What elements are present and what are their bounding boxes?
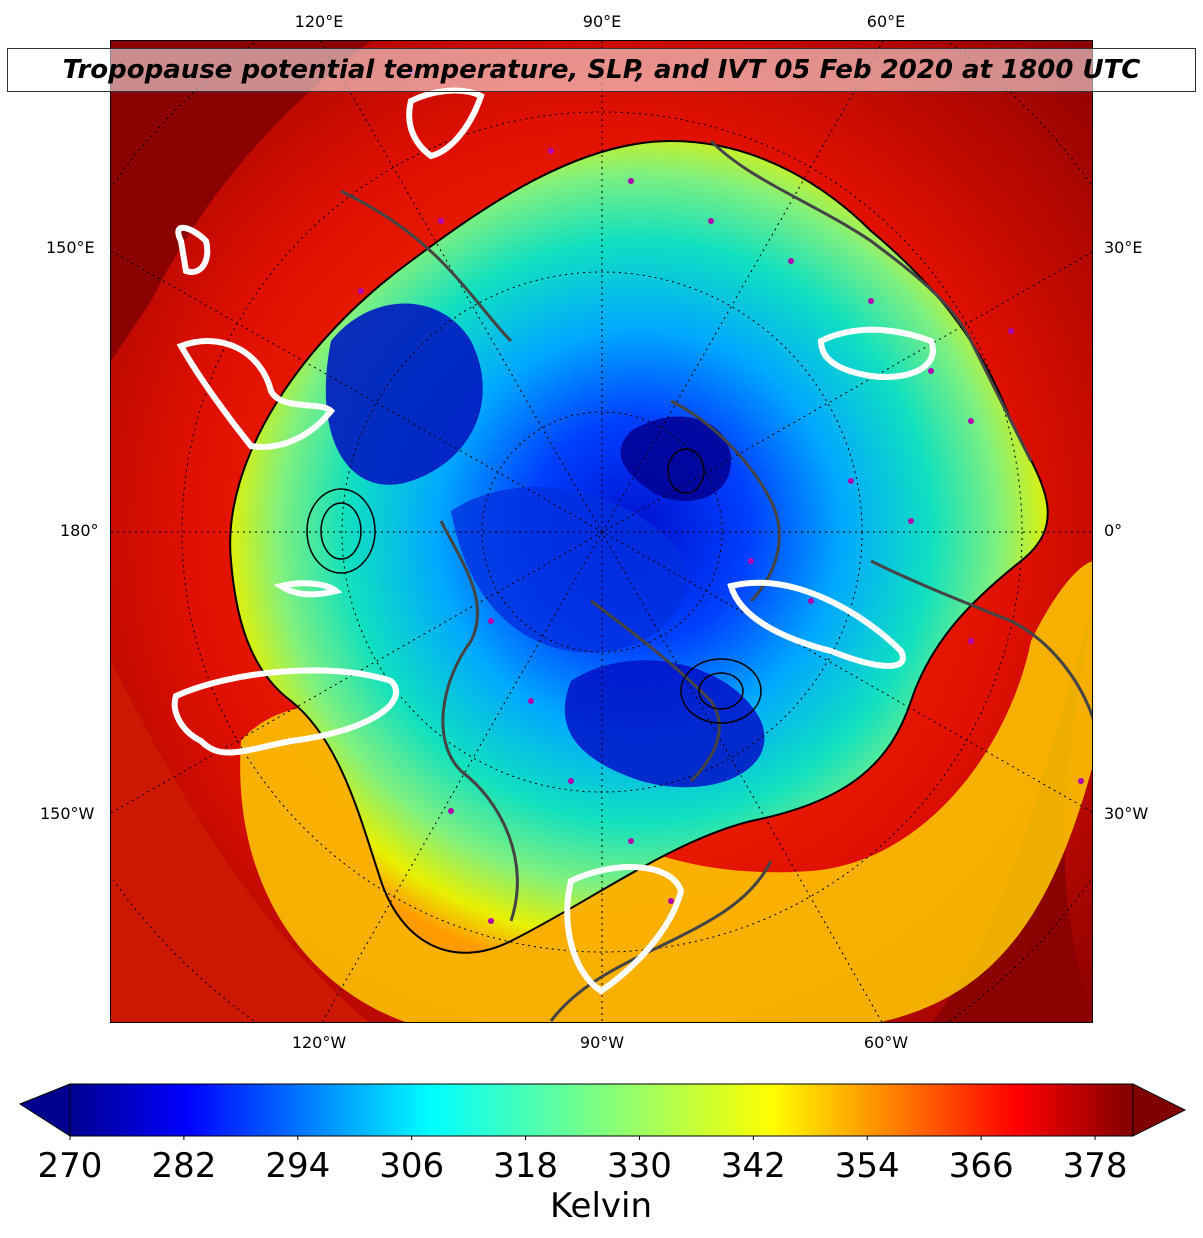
warm-corner-sw xyxy=(111,661,369,1022)
colorbar-tick-label: 270 xyxy=(37,1146,103,1186)
station-marker xyxy=(1078,778,1084,784)
ivt-contour xyxy=(817,326,936,380)
station-marker xyxy=(438,218,444,224)
colorbar-tick-label: 378 xyxy=(1062,1146,1128,1186)
ivt-contour xyxy=(727,579,906,669)
coastline xyxy=(870,559,1092,720)
colorbar-tick-label: 318 xyxy=(493,1146,559,1186)
coastline xyxy=(670,399,781,603)
colorbar-tick-label: 366 xyxy=(948,1146,1014,1186)
lat-circle xyxy=(181,111,1023,953)
lon-label-bottom-2: 90°W xyxy=(579,1033,625,1052)
colorbar-label: Kelvin xyxy=(549,1186,653,1226)
colorbar-body xyxy=(69,1083,1134,1137)
cold-core-south xyxy=(564,660,765,788)
colorbar-ticks xyxy=(69,1136,1096,1140)
station-marker xyxy=(848,478,854,484)
colorbar-tick-label: 282 xyxy=(151,1146,217,1186)
station-marker xyxy=(628,178,634,184)
lon-label-bottom-3: 60°W xyxy=(863,1033,909,1052)
station-marker xyxy=(488,618,494,624)
lat-label-left-2: 180° xyxy=(60,521,99,540)
lat-label-left-3: 150°W xyxy=(40,804,95,823)
station-marker xyxy=(788,258,794,264)
station-marker xyxy=(1008,328,1014,334)
station-marker xyxy=(548,148,554,154)
slp-contour xyxy=(306,488,376,574)
meridian xyxy=(321,41,884,1022)
station-marker xyxy=(908,518,914,524)
station-marker xyxy=(868,298,874,304)
station-marker xyxy=(748,558,754,564)
colorbar-tick-label: 330 xyxy=(607,1146,672,1186)
station-marker xyxy=(968,418,974,424)
coastline xyxy=(439,520,519,922)
ivt-contour xyxy=(175,224,211,275)
colorbar xyxy=(18,1083,1187,1140)
ivt-contour xyxy=(176,338,336,450)
slp-contour xyxy=(698,672,744,710)
lon-label-top-3: 60°E xyxy=(866,12,906,31)
cold-core-west xyxy=(325,303,483,485)
station-marker xyxy=(708,218,714,224)
coastline xyxy=(709,139,1033,462)
lon-label-bottom-1: 120°W xyxy=(291,1033,347,1052)
station-marker xyxy=(488,918,494,924)
colorbar-tick-label: 306 xyxy=(379,1146,445,1186)
ivt-contour xyxy=(171,667,400,756)
slp-contour xyxy=(680,658,762,724)
lat-label-right-3: 30°W xyxy=(1104,804,1149,823)
ivt-contours xyxy=(171,87,936,995)
coastline xyxy=(340,189,513,343)
lat-circle xyxy=(481,411,723,653)
lat-label-right-1: 30°E xyxy=(1104,238,1143,257)
coastline xyxy=(549,860,773,1022)
cold-core-east xyxy=(620,416,731,501)
lat-label-left-1: 150°E xyxy=(46,238,95,257)
station-marker xyxy=(668,898,674,904)
title-box: Tropopause potential temperature, SLP, a… xyxy=(7,48,1196,92)
station-marker xyxy=(448,808,454,814)
colorbar-extend-high xyxy=(1132,1083,1187,1137)
warm-corner-nw xyxy=(111,41,371,361)
colorbar-tick-label: 354 xyxy=(834,1146,900,1186)
colorbar-tick-label: 294 xyxy=(265,1146,331,1186)
colorbar-tick-label: 342 xyxy=(720,1146,786,1186)
map-title: Tropopause potential temperature, SLP, a… xyxy=(62,55,1141,85)
slp-contour xyxy=(320,502,362,560)
meridian xyxy=(111,250,1092,813)
slp-contours xyxy=(306,448,762,724)
meridian xyxy=(320,41,883,1022)
station-marker xyxy=(968,638,974,644)
coastlines xyxy=(340,139,1092,1022)
lat-label-right-2: 0° xyxy=(1104,521,1123,540)
station-marker xyxy=(808,598,814,604)
cold-core-center xyxy=(451,487,688,653)
slp-contour xyxy=(667,448,705,494)
colorbar-extend-low xyxy=(18,1083,71,1137)
map-panel xyxy=(110,40,1093,1023)
station-marker xyxy=(928,368,934,374)
station-marker xyxy=(568,778,574,784)
station-marker xyxy=(528,698,534,704)
ivt-contour xyxy=(273,580,343,598)
map-canvas xyxy=(111,41,1092,1022)
coastline xyxy=(590,599,721,783)
lon-label-top-2: 90°E xyxy=(582,12,622,31)
station-marker xyxy=(628,838,634,844)
ivt-contour xyxy=(564,864,685,995)
lon-label-top-1: 120°E xyxy=(294,12,344,31)
warm-corner-se xyxy=(932,607,1092,1022)
station-marker xyxy=(358,288,364,294)
